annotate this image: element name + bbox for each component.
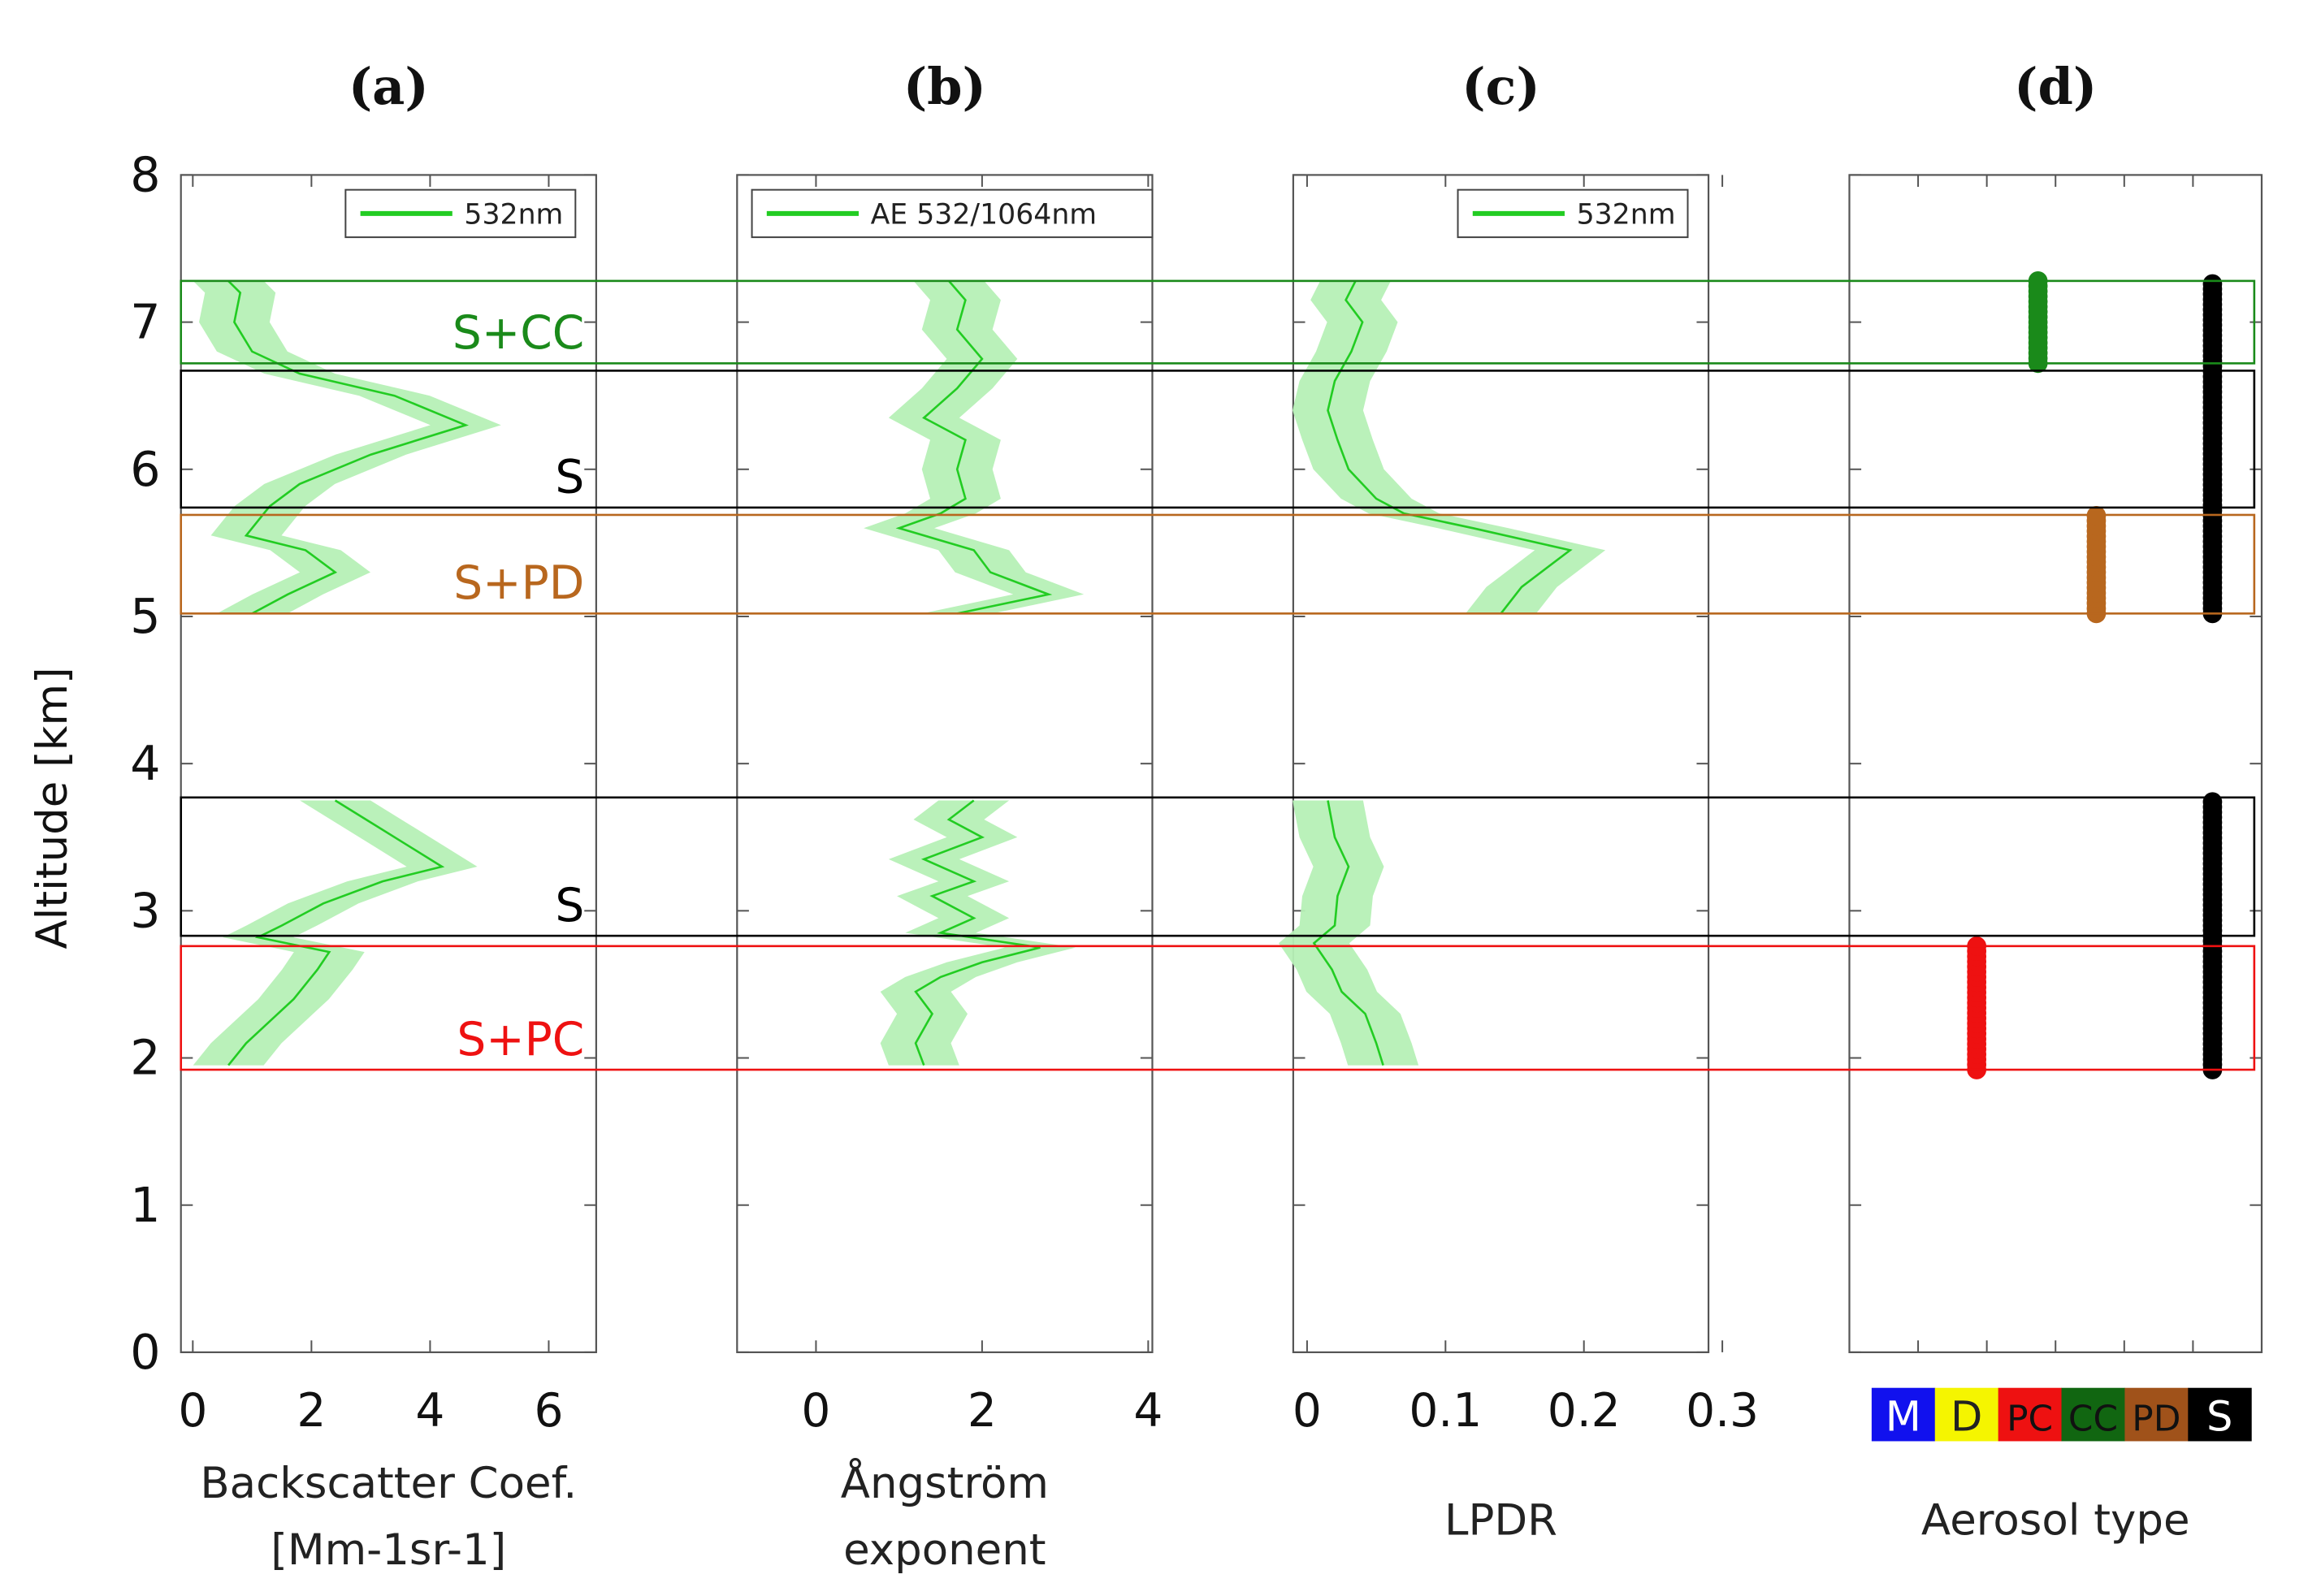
layer-boxes: S+CC S S+PD S S+PC xyxy=(180,279,2256,1071)
legend: 532nm xyxy=(1457,188,1689,239)
profile-line xyxy=(227,279,470,615)
x-axis-label: [Mm-1sr-1] xyxy=(271,1525,506,1575)
colorbar-label-cc: CC xyxy=(2068,1399,2118,1440)
x-tick-label: 4 xyxy=(415,1384,444,1438)
colorbar-cell-m xyxy=(1871,1387,1936,1442)
panel-label: (a) xyxy=(349,57,429,116)
x-tick-label: 4 xyxy=(1133,1384,1163,1438)
profile-line xyxy=(227,799,445,1066)
plot-frame xyxy=(1848,174,2263,1354)
panel-b: (b) 0 2 4 Ångström exponent AE 532/1064nm xyxy=(736,57,1163,1575)
aerosol-type-colorbar: M D PC CC PD S xyxy=(1871,1387,2252,1442)
y-tick-label: 8 xyxy=(130,147,160,202)
y-tick-label: 1 xyxy=(130,1178,160,1233)
y-tick-label: 3 xyxy=(130,883,160,938)
profile-line xyxy=(895,280,1053,615)
uncertainty-band xyxy=(880,800,1076,1066)
profile-line xyxy=(1327,280,1573,615)
x-axis-label: Ångström xyxy=(841,1456,1049,1508)
legend-label: 532nm xyxy=(1577,199,1676,231)
x-axis-label: exponent xyxy=(843,1525,1046,1575)
type-marker xyxy=(2202,274,2223,294)
colorbar-label-pd: PD xyxy=(2132,1399,2180,1440)
layer-box xyxy=(180,796,2256,937)
uncertainty-band xyxy=(193,800,478,1066)
legend: 532nm xyxy=(344,188,577,239)
x-tick-label: 0 xyxy=(178,1384,207,1438)
y-tick-label: 4 xyxy=(130,736,160,791)
x-tick-label: 2 xyxy=(968,1384,997,1438)
x-tick-label: 6 xyxy=(534,1384,563,1438)
layer-label: S+CC xyxy=(453,306,584,360)
layer-label: S+PC xyxy=(457,1013,584,1066)
type-marker-column-s xyxy=(2202,274,2223,624)
colorbar-cell-d xyxy=(1934,1387,1999,1442)
x-tick-label: 0 xyxy=(1293,1384,1322,1438)
layer-label: S xyxy=(555,451,584,504)
layer-box xyxy=(180,370,2256,509)
panel-label: (c) xyxy=(1461,57,1540,116)
colorbar-label-s: S xyxy=(2206,1394,2232,1442)
x-tick-label: 0.2 xyxy=(1548,1384,1621,1438)
panel-label: (b) xyxy=(903,57,986,116)
x-tick-label: 0 xyxy=(801,1384,830,1438)
profile-line xyxy=(914,799,1041,1066)
x-tick-label: 0.3 xyxy=(1686,1384,1759,1438)
x-tick-label: 2 xyxy=(297,1384,326,1438)
x-axis-label: LPDR xyxy=(1444,1495,1557,1545)
y-tick-label: 2 xyxy=(130,1031,160,1086)
type-marker-column-cc xyxy=(2028,271,2048,374)
colorbar-cell-pc xyxy=(1998,1387,2063,1442)
legend-label: 532nm xyxy=(464,199,563,231)
profile-line xyxy=(1312,800,1384,1066)
y-tick-label: 6 xyxy=(130,442,160,497)
legend: AE 532/1064nm xyxy=(751,188,1154,239)
uncertainty-band xyxy=(864,280,1085,614)
colorbar-cell-cc xyxy=(2061,1387,2125,1442)
uncertainty-band xyxy=(1279,800,1419,1066)
y-axis-label: Altitude [km] xyxy=(28,667,77,949)
layer-box xyxy=(180,279,2256,365)
layer-box xyxy=(180,513,2256,615)
colorbar-cell-s xyxy=(2188,1387,2252,1442)
type-marker-column-pd xyxy=(2086,505,2107,624)
y-tick-label: 5 xyxy=(130,589,160,644)
layer-label: S+PD xyxy=(453,556,584,610)
legend-label: AE 532/1064nm xyxy=(871,199,1098,231)
type-marker-column-pc xyxy=(1967,936,1987,1079)
x-axis-label: Backscatter Coef. xyxy=(200,1459,577,1508)
colorbar-label-m: M xyxy=(1886,1394,1921,1442)
colorbar-label-pc: PC xyxy=(2007,1399,2053,1440)
panel-a: (a) 0 2 4 6 0 1 2 3 4 5 6 7 8 Altitude [km] Backscatter… xyxy=(28,57,597,1575)
x-axis-label: Aerosol type xyxy=(1921,1495,2190,1545)
x-tick-label: 0.1 xyxy=(1409,1384,1482,1438)
type-marker xyxy=(2202,792,2223,812)
layer-label: S xyxy=(555,879,584,932)
y-tick-label: 0 xyxy=(130,1325,160,1380)
colorbar-label-d: D xyxy=(1951,1394,1982,1442)
colorbar-cell-pd xyxy=(2124,1387,2189,1442)
panel-label: (d) xyxy=(2014,57,2097,116)
layer-box xyxy=(180,945,2256,1071)
y-tick-label: 7 xyxy=(130,295,160,350)
